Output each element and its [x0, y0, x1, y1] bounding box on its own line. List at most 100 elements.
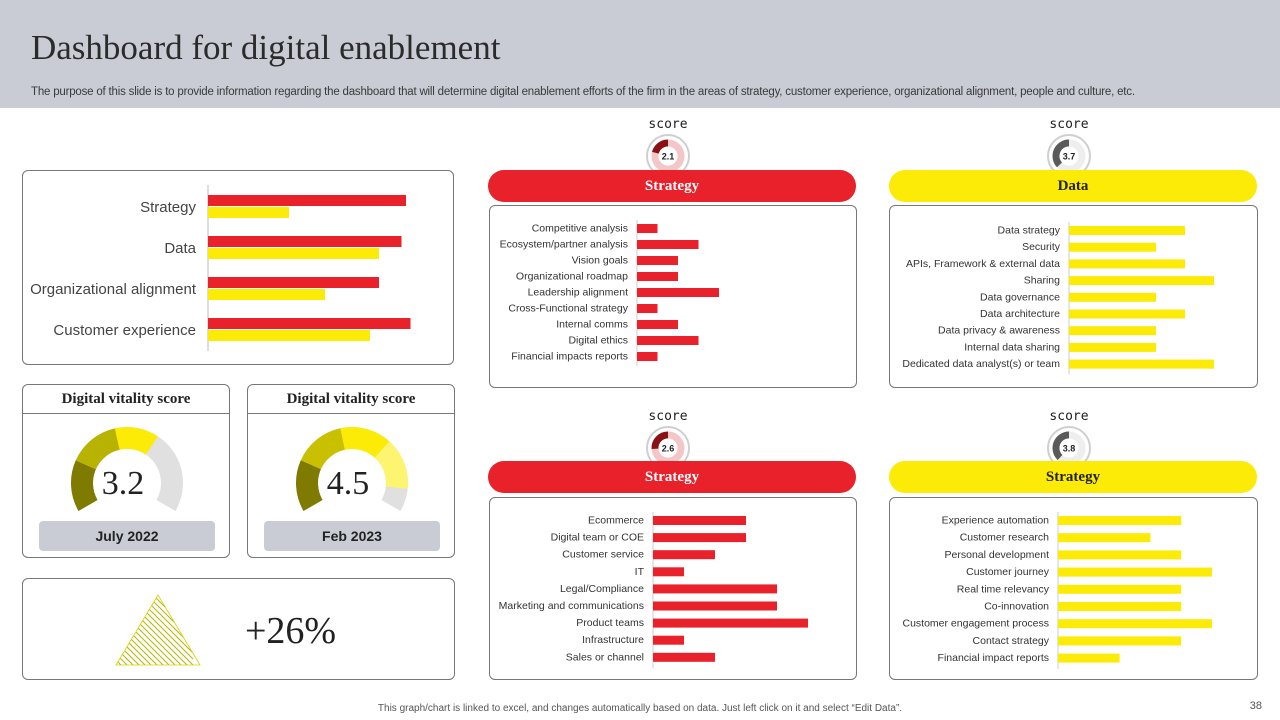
- score-value: 3.7: [1063, 152, 1076, 162]
- panel-bar: [1058, 567, 1212, 577]
- score-badge-4: score 3.8: [1044, 410, 1094, 471]
- overview-bar: [208, 330, 370, 341]
- panel-category-label: Cross-Functional strategy: [508, 303, 628, 315]
- page-title: Dashboard for digital enablement: [31, 28, 501, 67]
- panel-category-label: IT: [635, 566, 645, 578]
- panel-category-label: Customer service: [562, 549, 644, 561]
- panel-category-label: Leadership alignment: [528, 287, 628, 299]
- score-value: 2.6: [662, 444, 675, 454]
- header-band: Dashboard for digital enablement The pur…: [0, 0, 1280, 108]
- panel-bar: [653, 567, 684, 577]
- panel-bar: [637, 288, 719, 297]
- overview-bar: [208, 318, 411, 329]
- panel-header-strategy-3: Strategy: [889, 461, 1257, 493]
- panel-bar: [1069, 259, 1185, 269]
- gauge-fill-segment: [71, 460, 98, 511]
- gauge-value: 4.5: [327, 465, 370, 502]
- score-ring-fill: [651, 431, 669, 450]
- panel-category-label: Financial impact reports: [938, 652, 1049, 664]
- score-label: score: [1049, 117, 1089, 132]
- panel-bar: [1058, 584, 1182, 594]
- panel-chart-1: Competitive analysis Ecosystem/partner an…: [489, 205, 857, 388]
- panel-bar: [1058, 619, 1212, 629]
- panel-bar: [653, 652, 715, 662]
- score-ring: 3.8: [1047, 426, 1091, 470]
- vitality-title: Digital vitality score: [286, 391, 416, 407]
- panel-bar: [653, 516, 746, 525]
- score-badge-3: score 2.6: [643, 410, 693, 471]
- panel-category-label: Internal comms: [556, 319, 628, 331]
- triangle-pattern-icon: [115, 594, 201, 666]
- panel-header-strategy-2: Strategy: [488, 461, 856, 493]
- panel-category-label: Vision goals: [572, 255, 628, 267]
- panel-bar-chart: Data strategy Security APIs, Framework & e…: [902, 222, 1214, 375]
- panel-category-label: Competitive analysis: [532, 223, 628, 235]
- panel-category-label: Contact strategy: [973, 635, 1050, 647]
- overview-category-label: Strategy: [140, 199, 196, 216]
- change-value: +26%: [245, 610, 337, 652]
- panel-bar-chart: Ecommerce Digital team or COE Customer ser…: [499, 512, 808, 668]
- score-value: 3.8: [1063, 444, 1076, 454]
- panel-bar: [1058, 533, 1151, 543]
- panel-chart-3: Ecommerce Digital team or COE Customer ser…: [489, 497, 857, 680]
- panel-bar: [1069, 309, 1185, 319]
- panel-header-strategy: Strategy: [488, 170, 856, 202]
- gauge-fill-segment: [300, 428, 346, 470]
- panel-category-label: Legal/Compliance: [560, 583, 644, 595]
- panel-bar: [637, 352, 658, 361]
- panel-bar: [1069, 242, 1156, 252]
- score-ring: 3.7: [1047, 134, 1091, 178]
- score-ring-fill: [1052, 139, 1070, 168]
- score-ring-fill: [1052, 431, 1070, 461]
- panel-bar: [637, 224, 658, 233]
- panel-category-label: Ecommerce: [588, 515, 644, 527]
- panel-bar: [653, 584, 777, 594]
- overview-bar: [208, 195, 406, 206]
- panel-bar: [653, 533, 746, 543]
- vitality-card-1: Digital vitality score 3.2 July 2022: [22, 384, 230, 558]
- panel-bar: [1069, 326, 1156, 336]
- score-label: score: [648, 117, 688, 132]
- score-badge-2: score 3.7: [1044, 118, 1094, 179]
- score-ring-center: [658, 438, 678, 458]
- gauge-fill-segment: [340, 427, 390, 459]
- gauge-fill-segment: [114, 427, 158, 455]
- panel-category-label: Experience automation: [942, 515, 1050, 527]
- panel-category-label: Data architecture: [980, 308, 1060, 320]
- panel-bar: [653, 601, 777, 611]
- page-subtitle: The purpose of this slide is to provide …: [31, 86, 1135, 98]
- panel-bar: [1069, 342, 1156, 352]
- score-ring: 2.6: [646, 426, 690, 470]
- panel-category-label: Infrastructure: [582, 634, 644, 646]
- panel-header-data: Data: [889, 170, 1257, 202]
- panel-category-label: Ecosystem/partner analysis: [500, 239, 628, 251]
- vitality-title: Digital vitality score: [61, 391, 191, 407]
- score-ring: 2.1: [646, 134, 690, 178]
- overview-chart-card: Strategy Data Organizational alignment Cust…: [22, 170, 454, 365]
- score-ring-center: [1059, 146, 1079, 166]
- panel-bar: [653, 550, 715, 560]
- panel-bar-chart: Experience automation Customer research Pe…: [903, 512, 1212, 669]
- panel-category-label: Real time relevancy: [957, 583, 1050, 595]
- panel-chart-2: Data strategy Security APIs, Framework & e…: [889, 205, 1258, 388]
- overview-category-label: Data: [164, 240, 196, 257]
- panel-category-label: Customer journey: [966, 566, 1050, 578]
- panel-category-label: Marketing and communications: [499, 600, 644, 612]
- score-badge-1: score 2.1: [643, 118, 693, 179]
- panel-bar: [1058, 636, 1182, 646]
- vitality-gauge: 3.2: [71, 427, 183, 511]
- footer-note: This graph/chart is linked to excel, and…: [377, 703, 903, 714]
- panel-category-label: Personal development: [945, 549, 1050, 561]
- overview-category-label: Organizational alignment: [30, 281, 197, 298]
- panel-category-label: Data strategy: [998, 225, 1061, 237]
- panel-category-label: Data governance: [980, 291, 1060, 303]
- score-label: score: [648, 409, 688, 424]
- overview-bar: [208, 277, 379, 288]
- panel-bar: [637, 272, 678, 281]
- gauge-fill-segment: [75, 428, 121, 470]
- overview-bar: [208, 207, 289, 218]
- panel-category-label: Sales or channel: [566, 651, 644, 663]
- panel-bar: [653, 618, 808, 628]
- panel-bar: [1069, 292, 1156, 302]
- panel-bar: [1058, 550, 1182, 560]
